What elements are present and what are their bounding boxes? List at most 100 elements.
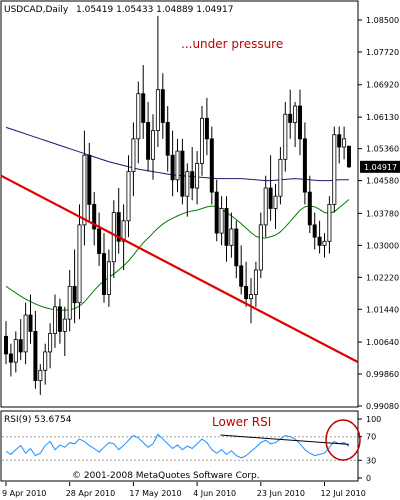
candle-body bbox=[307, 191, 312, 226]
trendline-group bbox=[0, 174, 359, 364]
candle-body bbox=[116, 212, 121, 242]
candle-body bbox=[165, 122, 170, 156]
candle bbox=[248, 278, 253, 324]
candle bbox=[214, 179, 219, 242]
candle-body bbox=[155, 89, 160, 132]
rsi-line-group bbox=[5, 433, 350, 459]
candle-body bbox=[219, 208, 224, 234]
candle bbox=[327, 196, 332, 254]
candle bbox=[263, 175, 268, 238]
candle bbox=[258, 212, 263, 279]
candle bbox=[150, 114, 155, 180]
candle bbox=[185, 163, 190, 217]
current-price-label: 1.04917 bbox=[364, 163, 397, 172]
candle bbox=[53, 294, 58, 348]
candle bbox=[229, 212, 234, 258]
candle-body bbox=[244, 285, 249, 300]
candle-body bbox=[43, 351, 48, 371]
candle-body bbox=[72, 285, 77, 304]
rsi-title: RSI(9) 53.6754 bbox=[4, 415, 72, 425]
rsi-divergence-group bbox=[220, 434, 350, 445]
price-panel-frame bbox=[0, 0, 359, 408]
candle bbox=[141, 65, 146, 139]
candle-body bbox=[77, 224, 82, 304]
price-tick-label: 1.06130 bbox=[366, 113, 399, 122]
candle-body bbox=[111, 212, 116, 263]
candle bbox=[293, 101, 298, 148]
candle bbox=[297, 89, 302, 156]
candle-body bbox=[263, 187, 268, 226]
candle-body bbox=[190, 171, 195, 189]
candle bbox=[38, 364, 43, 395]
price-tick-label: 1.07720 bbox=[366, 48, 399, 57]
price-axis: 1.08500 1.07720 1.06920 1.06130 1.05360 1.045… bbox=[358, 16, 399, 411]
current-price-marker: 1.04917 bbox=[360, 160, 400, 173]
pressure-annotation: ...under pressure bbox=[181, 37, 283, 51]
candle bbox=[111, 200, 116, 279]
candle-body bbox=[342, 138, 347, 148]
price-panel: 1.08500 1.07720 1.06920 1.06130 1.05360 1.045… bbox=[0, 0, 400, 411]
candle bbox=[33, 310, 38, 389]
price-tick-label: 1.03000 bbox=[366, 241, 399, 250]
candle bbox=[204, 97, 209, 156]
candle bbox=[253, 261, 258, 307]
rsi-axis: 100 70 30 0 bbox=[358, 415, 381, 483]
candle bbox=[131, 122, 136, 197]
candle-body bbox=[170, 154, 175, 181]
candle bbox=[82, 130, 87, 246]
candle bbox=[136, 81, 141, 164]
current-price-box bbox=[360, 160, 400, 173]
symbol-label: USDCAD,Daily bbox=[4, 5, 69, 15]
candle bbox=[199, 106, 204, 176]
candle bbox=[302, 122, 307, 205]
downtrend-line bbox=[0, 174, 359, 364]
rsi-line bbox=[5, 433, 350, 459]
candle-body bbox=[126, 171, 131, 222]
candle-body bbox=[33, 331, 38, 381]
candle-body bbox=[121, 220, 126, 242]
candle-body bbox=[322, 240, 327, 246]
date-tick-label: 17 May 2010 bbox=[129, 489, 181, 498]
rsi-divergence-line bbox=[220, 434, 350, 445]
candle-body bbox=[268, 187, 273, 209]
date-tick-label: 23 Jun 2010 bbox=[257, 489, 305, 498]
candle-body bbox=[327, 203, 332, 242]
candle bbox=[209, 126, 214, 205]
price-tick-label: 1.06920 bbox=[366, 81, 399, 90]
candle-body bbox=[67, 285, 72, 320]
candle-body bbox=[48, 333, 53, 353]
candle bbox=[195, 151, 200, 205]
candle bbox=[48, 323, 53, 369]
candle bbox=[18, 319, 23, 361]
candle bbox=[273, 183, 278, 229]
candle-body bbox=[283, 113, 288, 160]
date-tick-label: 12 Jul 2010 bbox=[321, 489, 366, 498]
candle bbox=[346, 145, 351, 168]
candle-body bbox=[229, 228, 234, 246]
candle bbox=[312, 212, 317, 250]
candle bbox=[13, 331, 18, 373]
candle-body bbox=[38, 369, 43, 381]
rsi-highlight-circle bbox=[325, 419, 361, 461]
candle-body bbox=[18, 339, 23, 353]
candle-body bbox=[293, 105, 298, 123]
candle-body bbox=[214, 191, 219, 234]
price-tick-label: 1.08500 bbox=[366, 16, 399, 25]
candle-body bbox=[180, 150, 185, 197]
candle-body bbox=[234, 228, 239, 267]
candle-body bbox=[312, 224, 317, 238]
candle-body bbox=[141, 93, 146, 123]
candle bbox=[72, 249, 77, 324]
candle bbox=[268, 155, 273, 221]
candle bbox=[307, 175, 312, 234]
candle bbox=[106, 249, 111, 307]
candle bbox=[43, 343, 48, 385]
candle bbox=[283, 101, 288, 172]
candle-body bbox=[297, 105, 302, 140]
candle bbox=[175, 138, 180, 193]
candle bbox=[337, 126, 342, 164]
candle bbox=[288, 89, 293, 139]
candle bbox=[23, 302, 28, 365]
candle bbox=[62, 306, 67, 357]
candle-body bbox=[302, 138, 307, 193]
